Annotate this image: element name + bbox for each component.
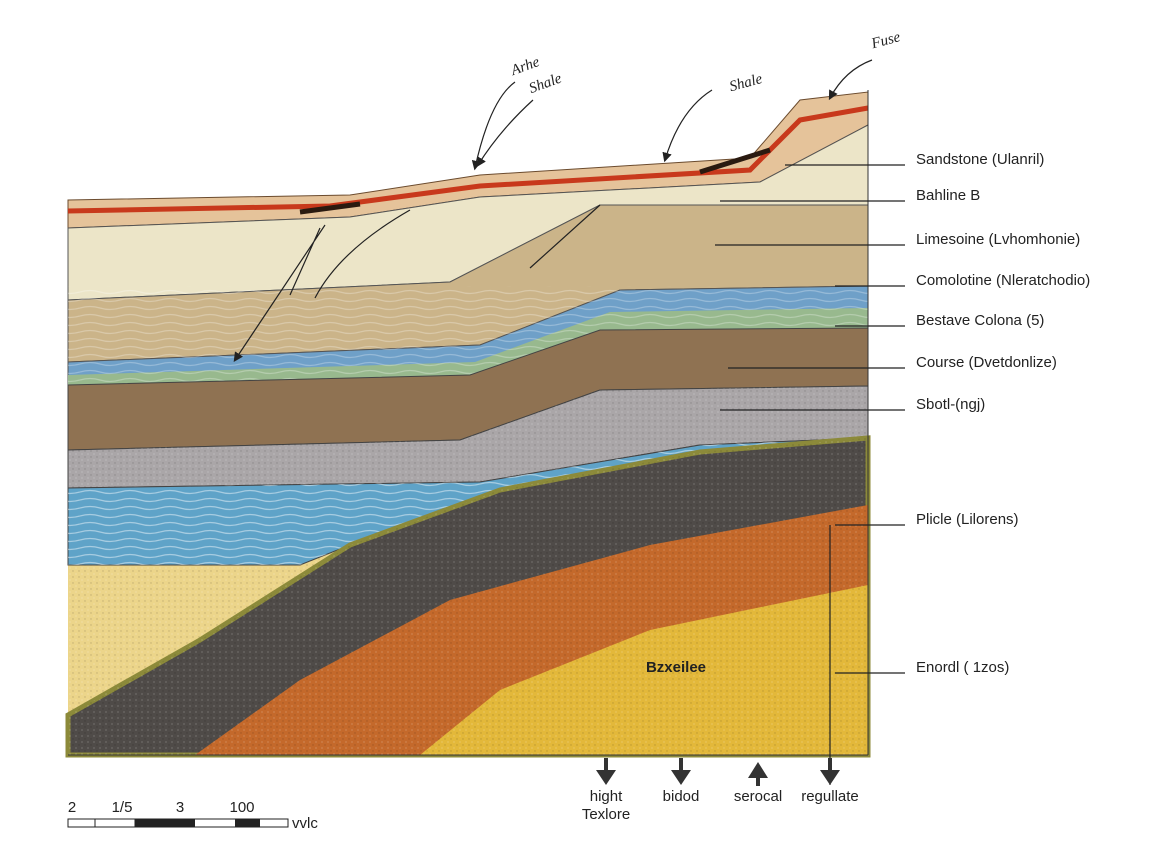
texture — [195, 505, 868, 755]
annotation: Arhe — [508, 54, 542, 79]
annotation: Shale — [728, 71, 765, 95]
scale-tick-label: 3 — [176, 799, 184, 816]
red-seam — [67, 105, 869, 214]
bottom-arrow — [748, 762, 768, 786]
texture — [68, 386, 868, 488]
bottom-label: regullate — [801, 788, 859, 805]
annotation: Fuse — [869, 29, 903, 52]
center-label: Bzxeilee — [646, 659, 706, 676]
dark-seam — [299, 147, 771, 215]
bottom-arrow — [596, 758, 616, 785]
bottom-arrow — [671, 758, 691, 785]
bottom-label: serocal — [734, 788, 782, 805]
strata — [65, 90, 871, 758]
layer-label: Enordl ( 1zos) — [916, 659, 1009, 676]
scale-tick-label: 1/5 — [112, 799, 133, 816]
layer-label: Limesoine (Lvhomhonie) — [916, 231, 1080, 248]
faults — [235, 204, 601, 360]
annotation-arrows — [471, 59, 873, 171]
scale-unit: vvlc — [292, 815, 318, 832]
layer-label: Plicle (Lilorens) — [916, 511, 1019, 528]
bottom-label: Texlore — [582, 806, 630, 823]
layer-label: Sandstone (Ulanril) — [916, 151, 1044, 168]
scale-tick-label: 2 — [68, 799, 76, 816]
layer-label: Bahline B — [916, 187, 980, 204]
annotation: Shale — [527, 70, 564, 97]
bottom-arrow — [820, 758, 840, 785]
scale-tick-label: 100 — [229, 799, 254, 816]
scale-bar — [67, 818, 289, 828]
bottom-label: bidod — [663, 788, 700, 805]
layer-label: Bestave Colona (5) — [916, 312, 1044, 329]
layer-label: Course (Dvetdonlize) — [916, 354, 1057, 371]
layer-label: Sbotl-(ngj) — [916, 396, 985, 413]
layer-label: Comolotine (Nleratchodio) — [916, 272, 1090, 289]
bottom-label: hight — [590, 788, 623, 805]
